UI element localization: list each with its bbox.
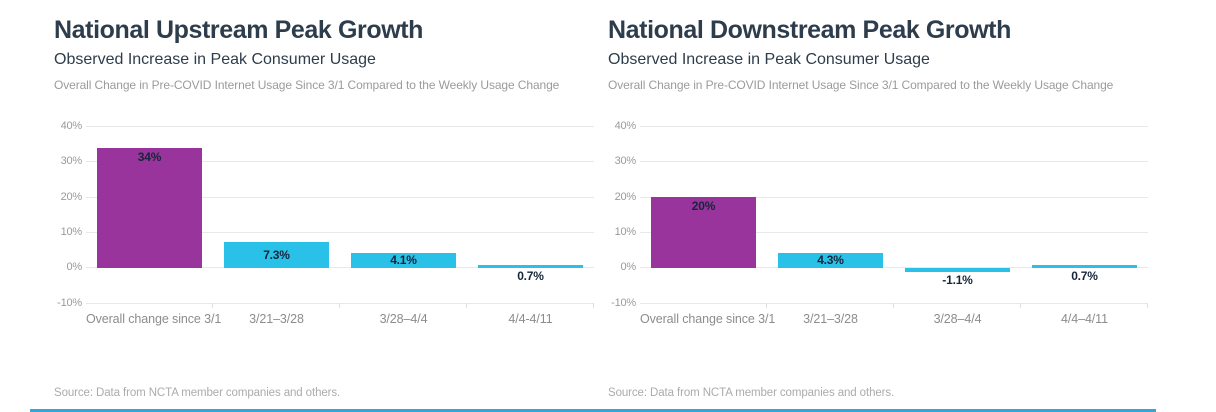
bar-value-label: 0.7% bbox=[517, 268, 544, 283]
gridline bbox=[86, 196, 594, 198]
gridline bbox=[640, 302, 1148, 304]
bottom-rule bbox=[584, 409, 1156, 412]
y-tick-label: 0% bbox=[66, 261, 83, 274]
axis-tick bbox=[593, 303, 594, 309]
downstream-plot-area: 40% 30% 20% 10% 0% -10% 20% 4.3% -1.1% 0.7% bbox=[611, 120, 1148, 309]
x-tick-label: 4/4–4/11 bbox=[1061, 312, 1108, 327]
x-tick-label: 3/28–4/4 bbox=[379, 312, 428, 327]
gridline bbox=[86, 302, 594, 304]
x-tick-label: 4/4-4/11 bbox=[508, 312, 553, 327]
bar-value-label: 34% bbox=[137, 149, 162, 164]
upstream-x-axis-labels: Overall change since 3/1 3/21–3/28 3/28–4/… bbox=[86, 303, 594, 326]
downstream-chart-header: National Downstream Peak Growth Observed… bbox=[608, 0, 1148, 92]
x-tick-label: Overall change since 3/1 bbox=[86, 312, 222, 327]
bar bbox=[777, 252, 884, 268]
bar bbox=[1031, 265, 1138, 268]
axis-tick bbox=[1020, 303, 1021, 309]
chart-caption: Overall Change in Pre-COVID Internet Usa… bbox=[54, 77, 560, 92]
y-tick-label: 20% bbox=[614, 190, 637, 203]
y-tick-label: 30% bbox=[60, 155, 83, 168]
axis-tick bbox=[339, 303, 340, 309]
gridline bbox=[640, 267, 1148, 269]
gridline bbox=[640, 125, 1148, 127]
y-tick-label: 10% bbox=[614, 226, 637, 239]
y-tick-label: 30% bbox=[614, 155, 637, 168]
bar-value-label: 20% bbox=[691, 199, 716, 214]
y-tick-label: 20% bbox=[60, 190, 83, 203]
bar-value-label: 0.7% bbox=[1071, 268, 1098, 283]
axis-tick bbox=[212, 303, 213, 309]
x-tick-label: 3/21–3/28 bbox=[249, 312, 304, 327]
axis-tick bbox=[466, 303, 467, 309]
bar bbox=[904, 267, 1011, 272]
y-tick-label: -10% bbox=[611, 296, 636, 309]
bar-value-label: 7.3% bbox=[263, 247, 290, 262]
bar-value-label: 4.3% bbox=[817, 252, 844, 267]
upstream-chart-header: National Upstream Peak Growth Observed I… bbox=[54, 0, 594, 92]
x-tick-label: 3/28–4/4 bbox=[933, 312, 982, 327]
y-tick-label: 40% bbox=[614, 119, 637, 132]
bar bbox=[477, 265, 584, 268]
source-note: Source: Data from NCTA member companies … bbox=[608, 387, 895, 399]
upstream-plot-area: 40% 30% 20% 10% 0% -10% 34% 7.3% 4.1% 0.7% bbox=[57, 120, 594, 309]
source-note: Source: Data from NCTA member companies … bbox=[54, 387, 341, 399]
page-title: National Downstream Peak Growth bbox=[608, 16, 1011, 44]
axis-tick bbox=[893, 303, 894, 309]
chart-subtitle: Observed Increase in Peak Consumer Usage bbox=[608, 50, 930, 68]
bar-value-label: 4.1% bbox=[390, 253, 417, 268]
gridline bbox=[86, 232, 594, 234]
chart-caption: Overall Change in Pre-COVID Internet Usa… bbox=[608, 77, 1114, 92]
x-tick-label: 3/21–3/28 bbox=[803, 312, 858, 327]
y-tick-label: 10% bbox=[60, 226, 83, 239]
axis-tick bbox=[1147, 303, 1148, 309]
gridline bbox=[640, 232, 1148, 234]
downstream-chart-card: National Downstream Peak Growth Observed… bbox=[584, 0, 1156, 412]
page-title: National Upstream Peak Growth bbox=[54, 16, 424, 44]
bar bbox=[350, 253, 457, 268]
upstream-chart-card: National Upstream Peak Growth Observed I… bbox=[30, 0, 602, 412]
bar-value-label: -1.1% bbox=[942, 272, 973, 287]
gridline bbox=[86, 161, 594, 163]
x-tick-label: Overall change since 3/1 bbox=[640, 312, 776, 327]
chart-subtitle: Observed Increase in Peak Consumer Usage bbox=[54, 50, 376, 68]
gridline bbox=[640, 196, 1148, 198]
y-tick-label: 40% bbox=[60, 119, 83, 132]
y-tick-label: -10% bbox=[57, 296, 82, 309]
axis-tick bbox=[766, 303, 767, 309]
downstream-x-axis-labels: Overall change since 3/1 3/21–3/28 3/28–4/… bbox=[640, 303, 1148, 326]
gridline bbox=[86, 267, 594, 269]
y-tick-label: 0% bbox=[620, 261, 637, 274]
gridline bbox=[640, 161, 1148, 163]
bottom-rule bbox=[30, 409, 602, 412]
gridline bbox=[86, 125, 594, 127]
bar bbox=[650, 197, 757, 268]
bar bbox=[223, 242, 330, 268]
bar bbox=[96, 147, 203, 268]
